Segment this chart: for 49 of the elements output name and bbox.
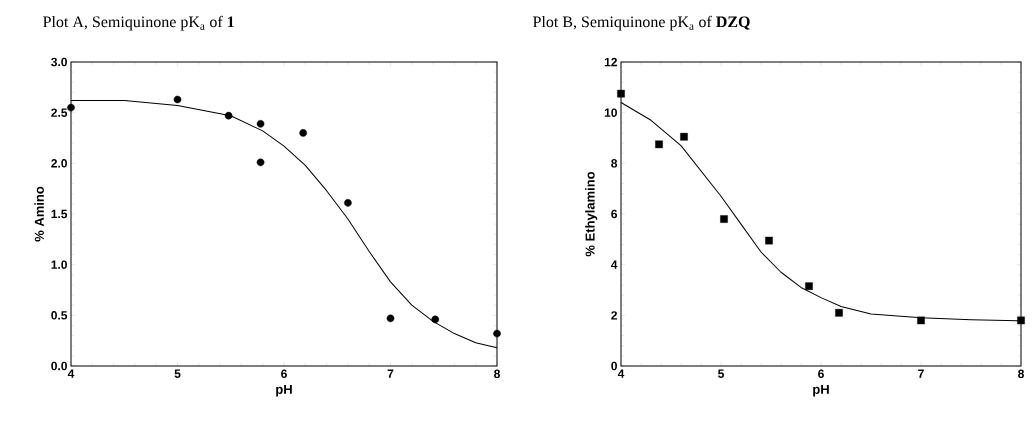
x-axis-title: pH bbox=[276, 384, 292, 397]
chart-title: Plot A, Semiquinone pK$_{a}$ of 1 bbox=[43, 15, 234, 31]
y-tick-label: 2 bbox=[611, 311, 617, 320]
x-tick-label: 5 bbox=[718, 369, 724, 378]
y-tick-label: 0 bbox=[611, 361, 617, 371]
y-tick-label: 4 bbox=[610, 260, 618, 269]
y-tick-label: 3.0 bbox=[51, 57, 67, 67]
x-tick-label: 4 bbox=[67, 369, 75, 378]
x-tick-label: 7 bbox=[918, 369, 924, 378]
x-tick-label: 6 bbox=[818, 369, 824, 379]
x-tick-label: 7 bbox=[387, 369, 394, 378]
point bbox=[680, 132, 688, 141]
x-tick-label: 6 bbox=[281, 369, 287, 379]
y-tick-label: 1.5 bbox=[51, 209, 68, 219]
y-tick-label: 8 bbox=[611, 159, 618, 168]
y-tick-label: 2.5 bbox=[51, 108, 68, 117]
point bbox=[917, 316, 925, 325]
point bbox=[386, 314, 395, 323]
y-tick-label: 6 bbox=[611, 209, 618, 219]
y-tick-label: 1.0 bbox=[51, 260, 67, 269]
point bbox=[256, 158, 265, 167]
x-tick-label: 4 bbox=[617, 369, 625, 378]
x-tick-label: 8 bbox=[494, 369, 500, 379]
y-tick-label: 0.0 bbox=[51, 361, 67, 371]
point bbox=[224, 111, 233, 120]
point bbox=[805, 282, 813, 290]
point bbox=[765, 236, 773, 245]
y-axis-title: % Amino bbox=[34, 186, 44, 242]
point bbox=[431, 315, 440, 324]
point bbox=[655, 140, 663, 149]
point bbox=[493, 329, 501, 338]
y-tick-label: 10 bbox=[604, 108, 617, 117]
x-axis-title: pH bbox=[813, 384, 829, 397]
point bbox=[67, 103, 75, 112]
point bbox=[720, 215, 728, 223]
point bbox=[835, 309, 843, 317]
point bbox=[617, 89, 625, 98]
y-tick-label: 2.0 bbox=[51, 159, 67, 168]
point bbox=[299, 129, 307, 137]
point bbox=[344, 199, 352, 207]
point bbox=[173, 95, 182, 104]
y-tick-label: 0.5 bbox=[51, 311, 68, 320]
x-tick-label: 5 bbox=[174, 369, 181, 378]
point bbox=[1017, 316, 1025, 325]
point bbox=[256, 120, 265, 128]
x-tick-label: 8 bbox=[1018, 369, 1024, 379]
chart-title: Plot B, Semiquinone pK$_{a}$ of DZQ bbox=[532, 15, 750, 31]
y-axis-title: % Ethylamino bbox=[585, 171, 598, 257]
y-tick-label: 12 bbox=[604, 57, 617, 67]
